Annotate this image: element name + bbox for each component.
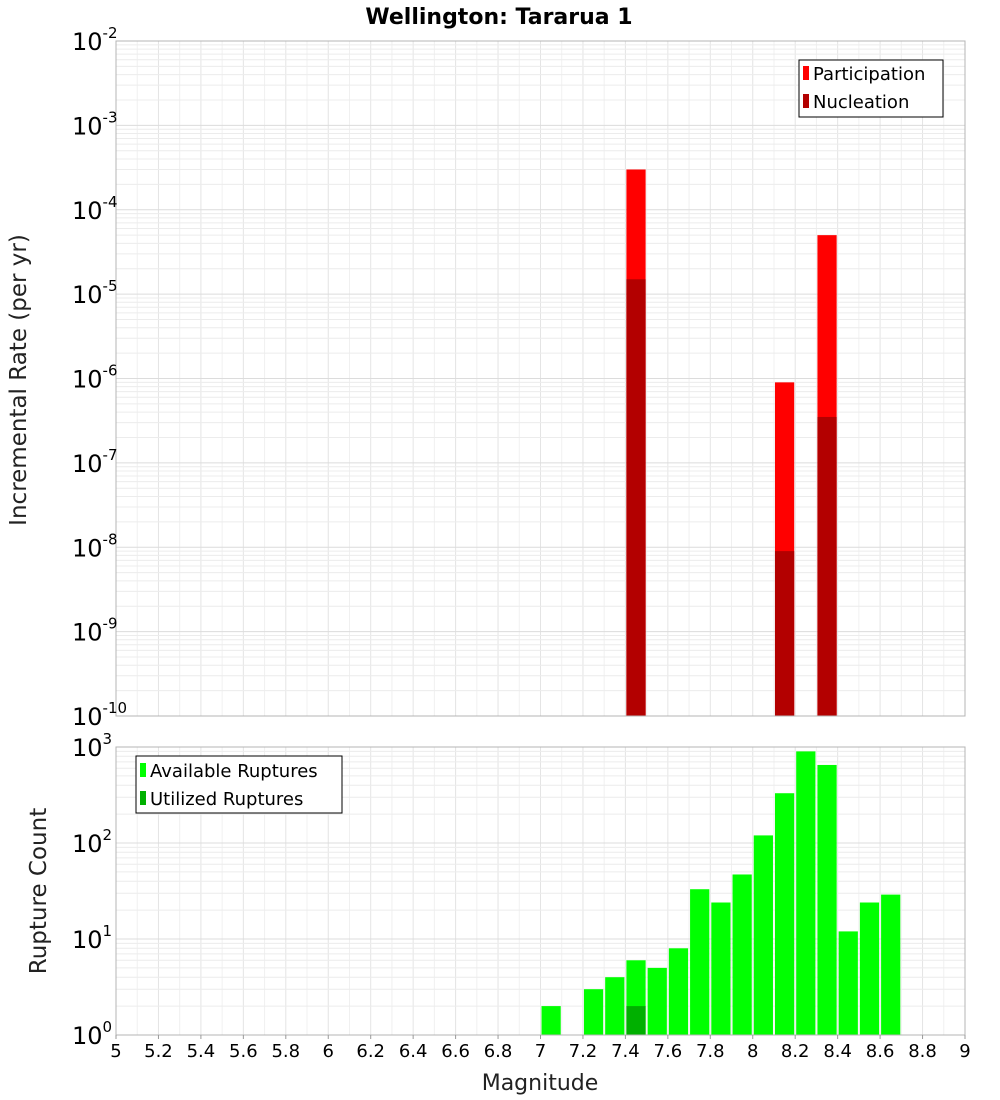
- x-axis-label: Magnitude: [482, 1071, 599, 1096]
- top-plot-bars: [626, 169, 837, 716]
- x-tick-label: 7.4: [611, 1041, 640, 1062]
- x-tick-label: 6.2: [356, 1041, 385, 1062]
- x-tick-label: 6.8: [484, 1041, 513, 1062]
- x-tick-label: 7.8: [696, 1041, 725, 1062]
- bar-available-ruptures: [732, 874, 752, 1035]
- x-tick-label: 8.6: [866, 1041, 895, 1062]
- bar-available-ruptures: [668, 948, 689, 1035]
- bar-utilized-ruptures: [626, 1006, 646, 1035]
- x-tick-label: 6: [323, 1041, 334, 1062]
- x-tick-label: 7: [535, 1041, 546, 1062]
- bottom-legend: Available Ruptures Utilized Ruptures: [135, 755, 343, 814]
- x-tick-label: 5.2: [144, 1041, 173, 1062]
- y-tick-label: 10-5: [72, 277, 118, 309]
- bar-available-ruptures: [753, 835, 773, 1035]
- y-tick-label: 101: [72, 922, 112, 954]
- bar-available-ruptures: [541, 1006, 561, 1035]
- bar-available-ruptures: [711, 902, 731, 1035]
- bar-available-ruptures: [838, 931, 858, 1035]
- bottom-y-axis-label: Rupture Count: [26, 808, 52, 974]
- chart-title: Wellington: Tararua 1: [365, 5, 632, 30]
- bar-available-ruptures: [881, 894, 901, 1035]
- y-tick-label: 10-7: [72, 446, 118, 478]
- x-tick-label: 9: [959, 1041, 970, 1062]
- bar-available-ruptures: [690, 889, 710, 1035]
- x-tick-label: 5.4: [187, 1041, 216, 1062]
- bar-nucleation: [817, 416, 837, 716]
- y-tick-label: 10-8: [72, 530, 118, 562]
- x-tick-label: 6.4: [399, 1041, 428, 1062]
- legend-label-utilized: Utilized Ruptures: [150, 789, 303, 810]
- y-tick-label: 10-6: [72, 362, 118, 394]
- x-tick-label: 5.8: [271, 1041, 300, 1062]
- legend-label-nucleation: Nucleation: [813, 92, 909, 113]
- x-ticks: 5 5.2 5.4 5.6 5.8 6 6.2 6.4 6.6 6.8 7 7.2 7.4 7.6 7.8 8…: [110, 1035, 971, 1062]
- bar-available-ruptures: [647, 967, 667, 1035]
- top-plot-frame: [115, 40, 966, 717]
- x-tick-label: 8.8: [908, 1041, 937, 1062]
- bar-available-ruptures: [583, 989, 604, 1035]
- y-tick-label: 10-4: [72, 193, 118, 225]
- x-tick-label: 8.4: [823, 1041, 852, 1062]
- bar-available-ruptures: [774, 793, 795, 1035]
- bar-available-ruptures: [796, 751, 816, 1035]
- top-legend: Participation Nucleation: [798, 59, 944, 118]
- legend-swatch-available: [140, 763, 146, 777]
- bar-available-ruptures: [859, 902, 880, 1035]
- legend-label-available: Available Ruptures: [150, 761, 318, 782]
- top-y-axis-label: Incremental Rate (per yr): [6, 234, 32, 526]
- legend-swatch-participation: [803, 66, 809, 80]
- x-tick-label: 5.6: [229, 1041, 258, 1062]
- bar-nucleation: [774, 551, 795, 716]
- bottom-plot-bars: [541, 751, 901, 1035]
- y-tick-label: 10-9: [72, 615, 118, 647]
- bar-available-ruptures: [605, 977, 625, 1035]
- x-tick-label: 7.6: [654, 1041, 683, 1062]
- bottom-legend-box: [135, 755, 343, 814]
- y-tick-label: 103: [72, 730, 112, 762]
- legend-label-participation: Participation: [813, 64, 925, 85]
- y-tick-label: 10-2: [72, 24, 118, 56]
- legend-swatch-nucleation: [803, 94, 809, 108]
- x-tick-label: 5: [110, 1041, 121, 1062]
- x-tick-label: 8: [747, 1041, 758, 1062]
- legend-swatch-utilized: [140, 791, 146, 805]
- bar-available-ruptures: [817, 764, 837, 1035]
- top-plot-grid: [115, 41, 966, 717]
- top-legend-box: [798, 59, 944, 118]
- x-tick-label: 7.2: [569, 1041, 598, 1062]
- y-tick-label: 100: [72, 1018, 112, 1050]
- x-tick-label: 6.6: [441, 1041, 470, 1062]
- top-y-ticks: 10-10 10-9 10-8 10-7 10-6 10-5 10-4 10-3 10-2: [72, 24, 127, 731]
- y-tick-label: 10-3: [72, 108, 118, 140]
- y-tick-label: 10-10: [72, 699, 127, 731]
- bar-nucleation: [626, 279, 646, 716]
- bottom-y-ticks: 100 101 102 103: [72, 730, 112, 1050]
- x-tick-label: 8.2: [781, 1041, 810, 1062]
- y-tick-label: 102: [72, 826, 112, 858]
